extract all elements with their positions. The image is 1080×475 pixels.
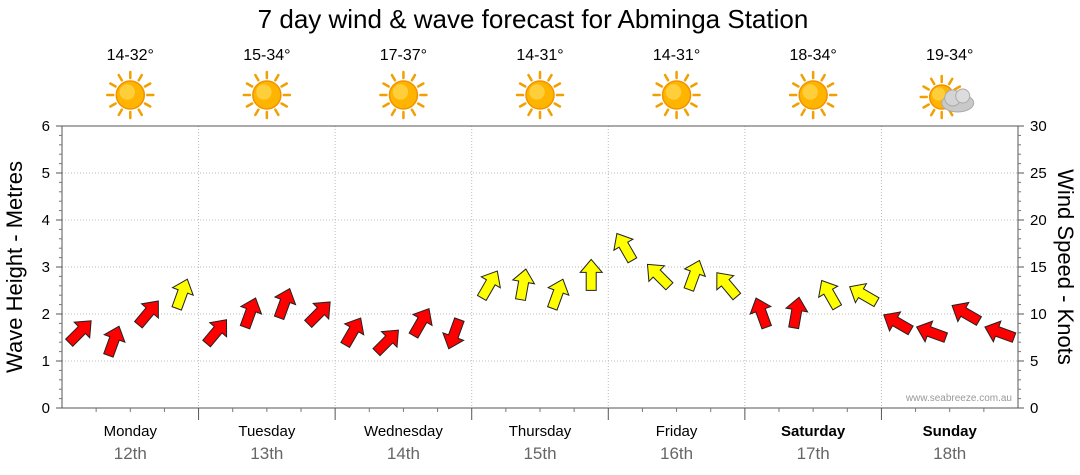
day-date-label: 15th (523, 444, 556, 463)
wind-arrow (303, 301, 331, 329)
wind-arrow (613, 232, 638, 264)
wind-arrow (239, 297, 263, 330)
left-tick-label: 3 (42, 259, 50, 276)
day-temperature: 14-31° (653, 47, 700, 64)
day-date-label: 17th (797, 444, 830, 463)
wind-arrow (408, 308, 433, 339)
wind-arrow (716, 272, 742, 301)
wind-arrow (984, 320, 1017, 343)
right-axis-label: Wind Speed - Knots (1053, 169, 1078, 365)
sun-icon (379, 70, 428, 120)
day-date-label: 13th (250, 444, 283, 463)
day-temperature: 17-37° (380, 47, 427, 64)
wind-arrow (372, 329, 399, 357)
partly-cloudy-icon (919, 74, 975, 120)
day-name-label: Monday (104, 423, 158, 440)
wind-arrow (646, 263, 674, 291)
day-date-label: 14th (387, 444, 420, 463)
day-temperature: 14-31° (516, 47, 563, 64)
right-tick-label: 10 (1030, 306, 1047, 323)
grid-lines (62, 126, 1018, 408)
day-name-label: Wednesday (364, 423, 443, 440)
sun-icon (788, 70, 838, 120)
right-axis: 0 5 10 15 20 25 30 (1018, 118, 1047, 417)
left-tick-label: 0 (42, 400, 50, 417)
day-name-label: Sunday (923, 423, 978, 440)
wind-arrow (273, 287, 297, 321)
wind-arrow (340, 317, 365, 349)
day-name-label: Thursday (509, 423, 572, 440)
wind-arrow (103, 325, 126, 358)
day-name-label: Friday (656, 423, 698, 440)
left-tick-label: 4 (42, 212, 50, 229)
wind-arrow (849, 282, 880, 308)
day-axis: Monday 12th Tuesday 13th Wednesday 14th Thursd… (95, 408, 985, 463)
sun-icon (106, 70, 155, 120)
day-name-label: Saturday (781, 423, 846, 440)
wind-arrow (915, 320, 949, 343)
right-tick-label: 30 (1030, 118, 1047, 135)
day-date-label: 16th (660, 444, 693, 463)
left-axis: 0 1 2 3 4 5 6 (42, 118, 62, 417)
right-tick-label: 25 (1030, 165, 1047, 182)
wind-arrow (442, 317, 465, 350)
wind-arrow (171, 278, 195, 311)
right-tick-label: 20 (1030, 212, 1047, 229)
sun-icon (652, 70, 701, 120)
left-tick-label: 6 (42, 118, 50, 135)
sun-icon (515, 70, 565, 120)
wind-arrow (202, 319, 228, 348)
left-tick-label: 1 (42, 353, 50, 370)
sun-icon (242, 70, 292, 120)
right-tick-label: 5 (1030, 353, 1038, 370)
wind-arrow (64, 320, 92, 347)
left-tick-label: 2 (42, 306, 50, 323)
wind-arrow (951, 301, 983, 327)
left-axis-label: Wave Height - Metres (2, 161, 27, 373)
day-temperature: 18-34° (789, 47, 836, 64)
right-tick-label: 0 (1030, 400, 1038, 417)
wind-arrow (784, 296, 809, 330)
wind-arrow (133, 300, 159, 329)
chart-title: 7 day wind & wave forecast for Abminga S… (258, 4, 809, 34)
wind-arrow (883, 311, 914, 336)
day-temperature: 14-32° (107, 47, 154, 64)
right-tick-label: 15 (1030, 259, 1047, 276)
wind-arrow (817, 279, 843, 311)
wind-arrow (749, 297, 773, 330)
day-temperature: 19-34° (926, 47, 973, 64)
day-date-label: 12th (114, 444, 147, 463)
left-tick-label: 5 (42, 165, 50, 182)
day-date-label: 18th (933, 444, 966, 463)
wind-arrow (476, 270, 502, 302)
day-name-label: Tuesday (238, 423, 295, 440)
wind-arrow (579, 258, 604, 291)
day-temperature: 15-34° (243, 47, 290, 64)
wind-arrow (683, 259, 707, 292)
daily-forecast-header: 14-32° 15-34° 17-37° 14-31° 14-31° 18-34° 19-3… (106, 47, 975, 120)
wind-arrows (64, 232, 1017, 358)
wind-arrow (511, 268, 536, 302)
wind-arrow (546, 278, 570, 311)
credit-text: www.seabreeze.com.au (905, 393, 1012, 404)
